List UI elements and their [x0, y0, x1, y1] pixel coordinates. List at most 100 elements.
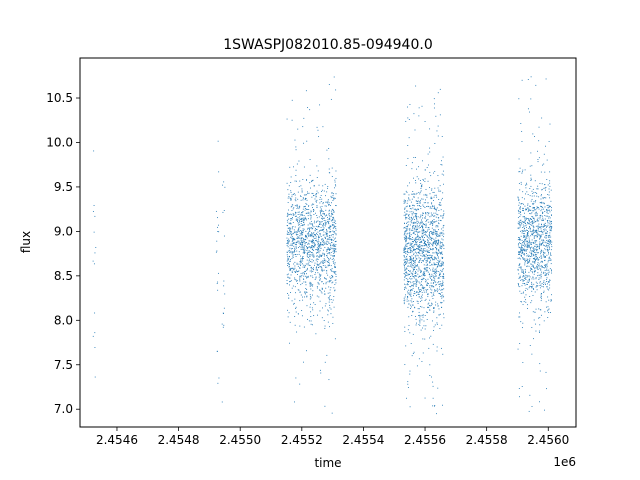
data-point — [539, 202, 541, 204]
data-point — [542, 211, 543, 213]
data-point — [292, 222, 294, 223]
data-point — [540, 195, 542, 197]
data-point — [410, 292, 412, 294]
data-point — [310, 271, 312, 273]
data-point — [542, 197, 544, 199]
data-point — [521, 252, 523, 254]
data-point — [312, 255, 314, 257]
data-point — [403, 255, 405, 257]
data-point — [429, 309, 430, 311]
data-point — [439, 328, 441, 329]
data-point — [544, 184, 546, 186]
data-point — [322, 252, 324, 254]
data-point — [325, 220, 327, 222]
data-point — [413, 261, 415, 262]
data-point — [525, 278, 527, 280]
data-point — [323, 283, 325, 285]
data-point — [334, 222, 335, 224]
data-point — [328, 203, 330, 205]
data-point — [432, 397, 434, 399]
data-point — [535, 281, 537, 283]
data-point — [286, 233, 288, 235]
data-point — [546, 265, 548, 267]
data-point — [331, 239, 333, 241]
data-point — [433, 221, 435, 223]
data-point — [439, 273, 440, 275]
data-point — [301, 240, 303, 242]
data-point — [422, 225, 424, 227]
data-point — [300, 225, 302, 226]
data-point — [544, 274, 546, 276]
data-point — [521, 246, 523, 248]
data-point — [433, 311, 435, 313]
data-point — [294, 401, 295, 403]
data-point — [333, 253, 335, 254]
data-point — [525, 294, 527, 296]
data-point — [426, 194, 428, 196]
data-point — [410, 264, 412, 266]
data-point — [540, 255, 542, 257]
data-point — [425, 188, 427, 190]
data-point — [323, 269, 325, 271]
data-point — [443, 213, 445, 215]
data-point — [544, 257, 546, 258]
data-point — [291, 228, 293, 230]
data-point — [428, 227, 430, 229]
data-point — [315, 200, 317, 202]
data-point — [548, 281, 550, 283]
data-point — [317, 249, 318, 251]
data-point — [301, 220, 303, 222]
data-point — [540, 296, 542, 298]
data-point — [411, 249, 413, 251]
data-point — [433, 270, 435, 272]
data-point — [313, 241, 315, 243]
data-point — [410, 249, 412, 251]
data-point — [439, 265, 441, 267]
data-point — [519, 277, 521, 279]
data-point — [431, 285, 432, 287]
data-point — [427, 221, 429, 223]
data-point — [519, 263, 521, 265]
data-point — [318, 237, 320, 239]
data-point — [403, 273, 405, 274]
data-point — [223, 285, 225, 287]
data-point — [327, 292, 329, 294]
data-point — [539, 370, 541, 372]
data-point — [421, 231, 423, 233]
data-point — [335, 251, 337, 253]
data-point — [519, 223, 521, 225]
data-point — [334, 250, 336, 252]
data-point — [418, 296, 420, 298]
data-point — [425, 270, 427, 272]
data-point — [322, 242, 324, 244]
data-point — [547, 239, 549, 241]
data-point — [301, 234, 303, 236]
data-point — [425, 250, 427, 252]
data-point — [520, 123, 522, 124]
data-point — [532, 234, 534, 236]
data-point — [440, 209, 442, 211]
data-point — [334, 248, 336, 250]
data-point — [435, 226, 437, 228]
data-point — [420, 284, 422, 286]
data-point — [411, 162, 413, 164]
data-point — [331, 275, 333, 277]
data-point — [524, 239, 526, 241]
data-point — [527, 304, 529, 306]
data-point — [419, 231, 421, 233]
data-point — [286, 225, 288, 226]
data-point — [415, 241, 416, 242]
data-point — [521, 239, 523, 241]
data-point — [314, 274, 316, 275]
data-point — [422, 160, 424, 162]
data-point — [314, 264, 315, 266]
data-point — [322, 213, 324, 215]
data-point — [537, 207, 539, 208]
data-point — [419, 325, 421, 326]
data-point — [297, 221, 298, 222]
data-point — [437, 175, 439, 177]
data-point — [223, 210, 225, 211]
data-point — [322, 210, 323, 212]
data-point — [536, 289, 538, 291]
data-point — [408, 281, 410, 282]
